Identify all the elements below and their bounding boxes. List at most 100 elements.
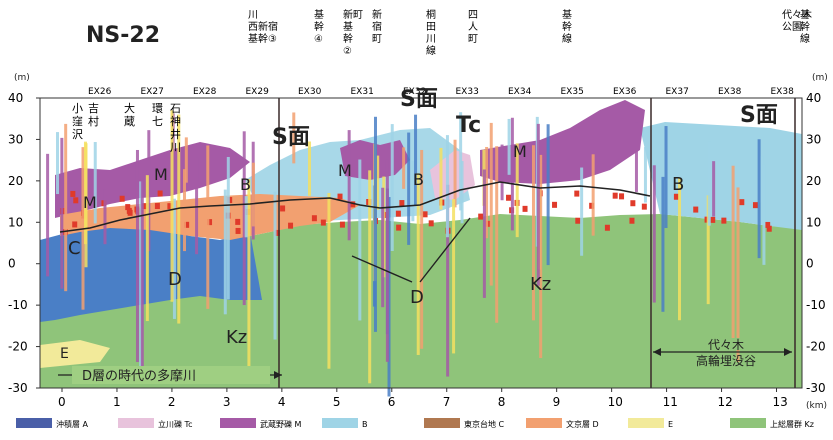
grid-id-label: EX34	[508, 87, 532, 97]
boring-marker	[604, 224, 610, 231]
y-tick-right: 40	[806, 91, 821, 105]
y-axis-right: 40 30 20 10 0 -10 -20 -30	[806, 91, 826, 395]
d-label-2: D	[410, 287, 424, 308]
valley-arrow-head-right	[784, 348, 792, 356]
legend-label: B	[362, 420, 368, 429]
top-label: 基	[562, 8, 572, 21]
place-label: 窪	[72, 114, 83, 128]
boring-column	[664, 126, 668, 229]
top-label: 幹	[314, 20, 324, 33]
d-boundary-line	[59, 181, 651, 233]
boring-marker	[119, 195, 125, 202]
boring-column	[226, 156, 230, 300]
legend-swatch	[118, 418, 154, 428]
boring-column	[652, 165, 656, 303]
boring-column	[177, 114, 181, 324]
boring-column	[546, 124, 550, 266]
place-label: 蔵	[124, 115, 135, 128]
legend-swatch	[526, 418, 562, 428]
s-face-label-2: S面	[400, 87, 438, 112]
top-label: 線	[426, 44, 436, 57]
top-label: ②	[343, 46, 352, 57]
legend-swatch	[322, 418, 358, 428]
boring-marker	[154, 203, 160, 210]
d-era-arrow-head	[274, 371, 282, 379]
boring-column	[83, 141, 87, 245]
top-label: ④	[314, 34, 323, 45]
boring-marker	[619, 193, 625, 200]
m-label-2: M	[154, 165, 168, 184]
grid-id-label: EX26	[88, 87, 112, 97]
s-face-label-3: S面	[740, 103, 778, 128]
grid-id-label: EX32	[403, 87, 426, 97]
d-era-label: D層の時代の多摩川	[82, 368, 196, 384]
y-tick-right: 30	[806, 132, 821, 146]
boring-marker	[280, 205, 286, 212]
boring-column	[139, 181, 143, 383]
boring-marker	[478, 213, 484, 220]
boring-marker	[207, 219, 213, 226]
boring-column	[414, 114, 418, 206]
grid-id-label: EX38	[771, 87, 795, 97]
boring-marker	[506, 194, 512, 201]
boring-marker	[274, 229, 280, 236]
boring-marker	[339, 221, 345, 228]
legend-swatch	[424, 418, 460, 428]
y-axis-left: 40 30 20 10 0 -10 -20 -30	[8, 91, 40, 395]
boring-column	[515, 143, 519, 238]
boring-column	[731, 165, 735, 348]
e-layer	[40, 340, 110, 368]
boring-column	[707, 141, 711, 226]
boring-column	[170, 110, 174, 302]
boring-column	[368, 170, 372, 384]
x-tick: 6	[388, 395, 396, 409]
place-label: 村	[88, 114, 99, 128]
boring-column	[273, 191, 277, 340]
top-label: 四	[468, 10, 478, 21]
boring-column	[446, 184, 450, 377]
x-tick: 2	[168, 395, 176, 409]
boring-marker	[752, 202, 758, 209]
boring-column	[439, 147, 443, 210]
boring-column	[247, 178, 251, 374]
plot-frame	[39, 97, 803, 389]
x-tick: 0	[58, 395, 66, 409]
m-layer-right	[480, 100, 645, 184]
legend-label: 武蔵野礫 M	[260, 419, 302, 429]
boring-marker	[337, 193, 343, 200]
boring-column	[495, 146, 499, 323]
boring-marker	[311, 215, 317, 222]
s-face-label-1: S面	[272, 125, 310, 150]
boring-column	[411, 160, 415, 222]
boring-column	[206, 145, 210, 309]
valley-label-line: 代々木	[708, 338, 744, 352]
place-label: 小	[72, 102, 83, 115]
boring-column	[536, 123, 540, 286]
valley-arrow-head-left	[653, 348, 661, 356]
place-label: 井	[170, 127, 181, 141]
x-axis: 0 1 2 3 4 5 6 7 8 9 10 11 12 13	[58, 388, 788, 409]
y-tick-right: 0	[806, 257, 814, 271]
top-label: 基	[314, 8, 324, 21]
boring-column	[460, 161, 464, 224]
boring-marker	[288, 222, 294, 229]
tc-label: Tc	[456, 113, 481, 138]
boring-column	[407, 132, 411, 245]
top-label: 川	[426, 34, 436, 45]
y-tick-left: 10	[8, 215, 23, 229]
top-label: 町	[372, 34, 382, 45]
boring-column	[145, 175, 149, 322]
legend-swatch	[220, 418, 256, 428]
boring-marker	[396, 224, 402, 231]
boring-marker	[142, 203, 148, 210]
section-title: NS-22	[86, 23, 160, 48]
boring-column	[661, 176, 665, 312]
grid-id-label: EX30	[298, 87, 322, 97]
y-tick-left: -10	[8, 298, 28, 312]
x-tick: 1	[113, 395, 121, 409]
boring-column	[712, 161, 716, 217]
boring-marker	[422, 211, 428, 218]
kz-label-1: Kz	[226, 327, 247, 348]
top-label: 幹	[343, 32, 353, 45]
